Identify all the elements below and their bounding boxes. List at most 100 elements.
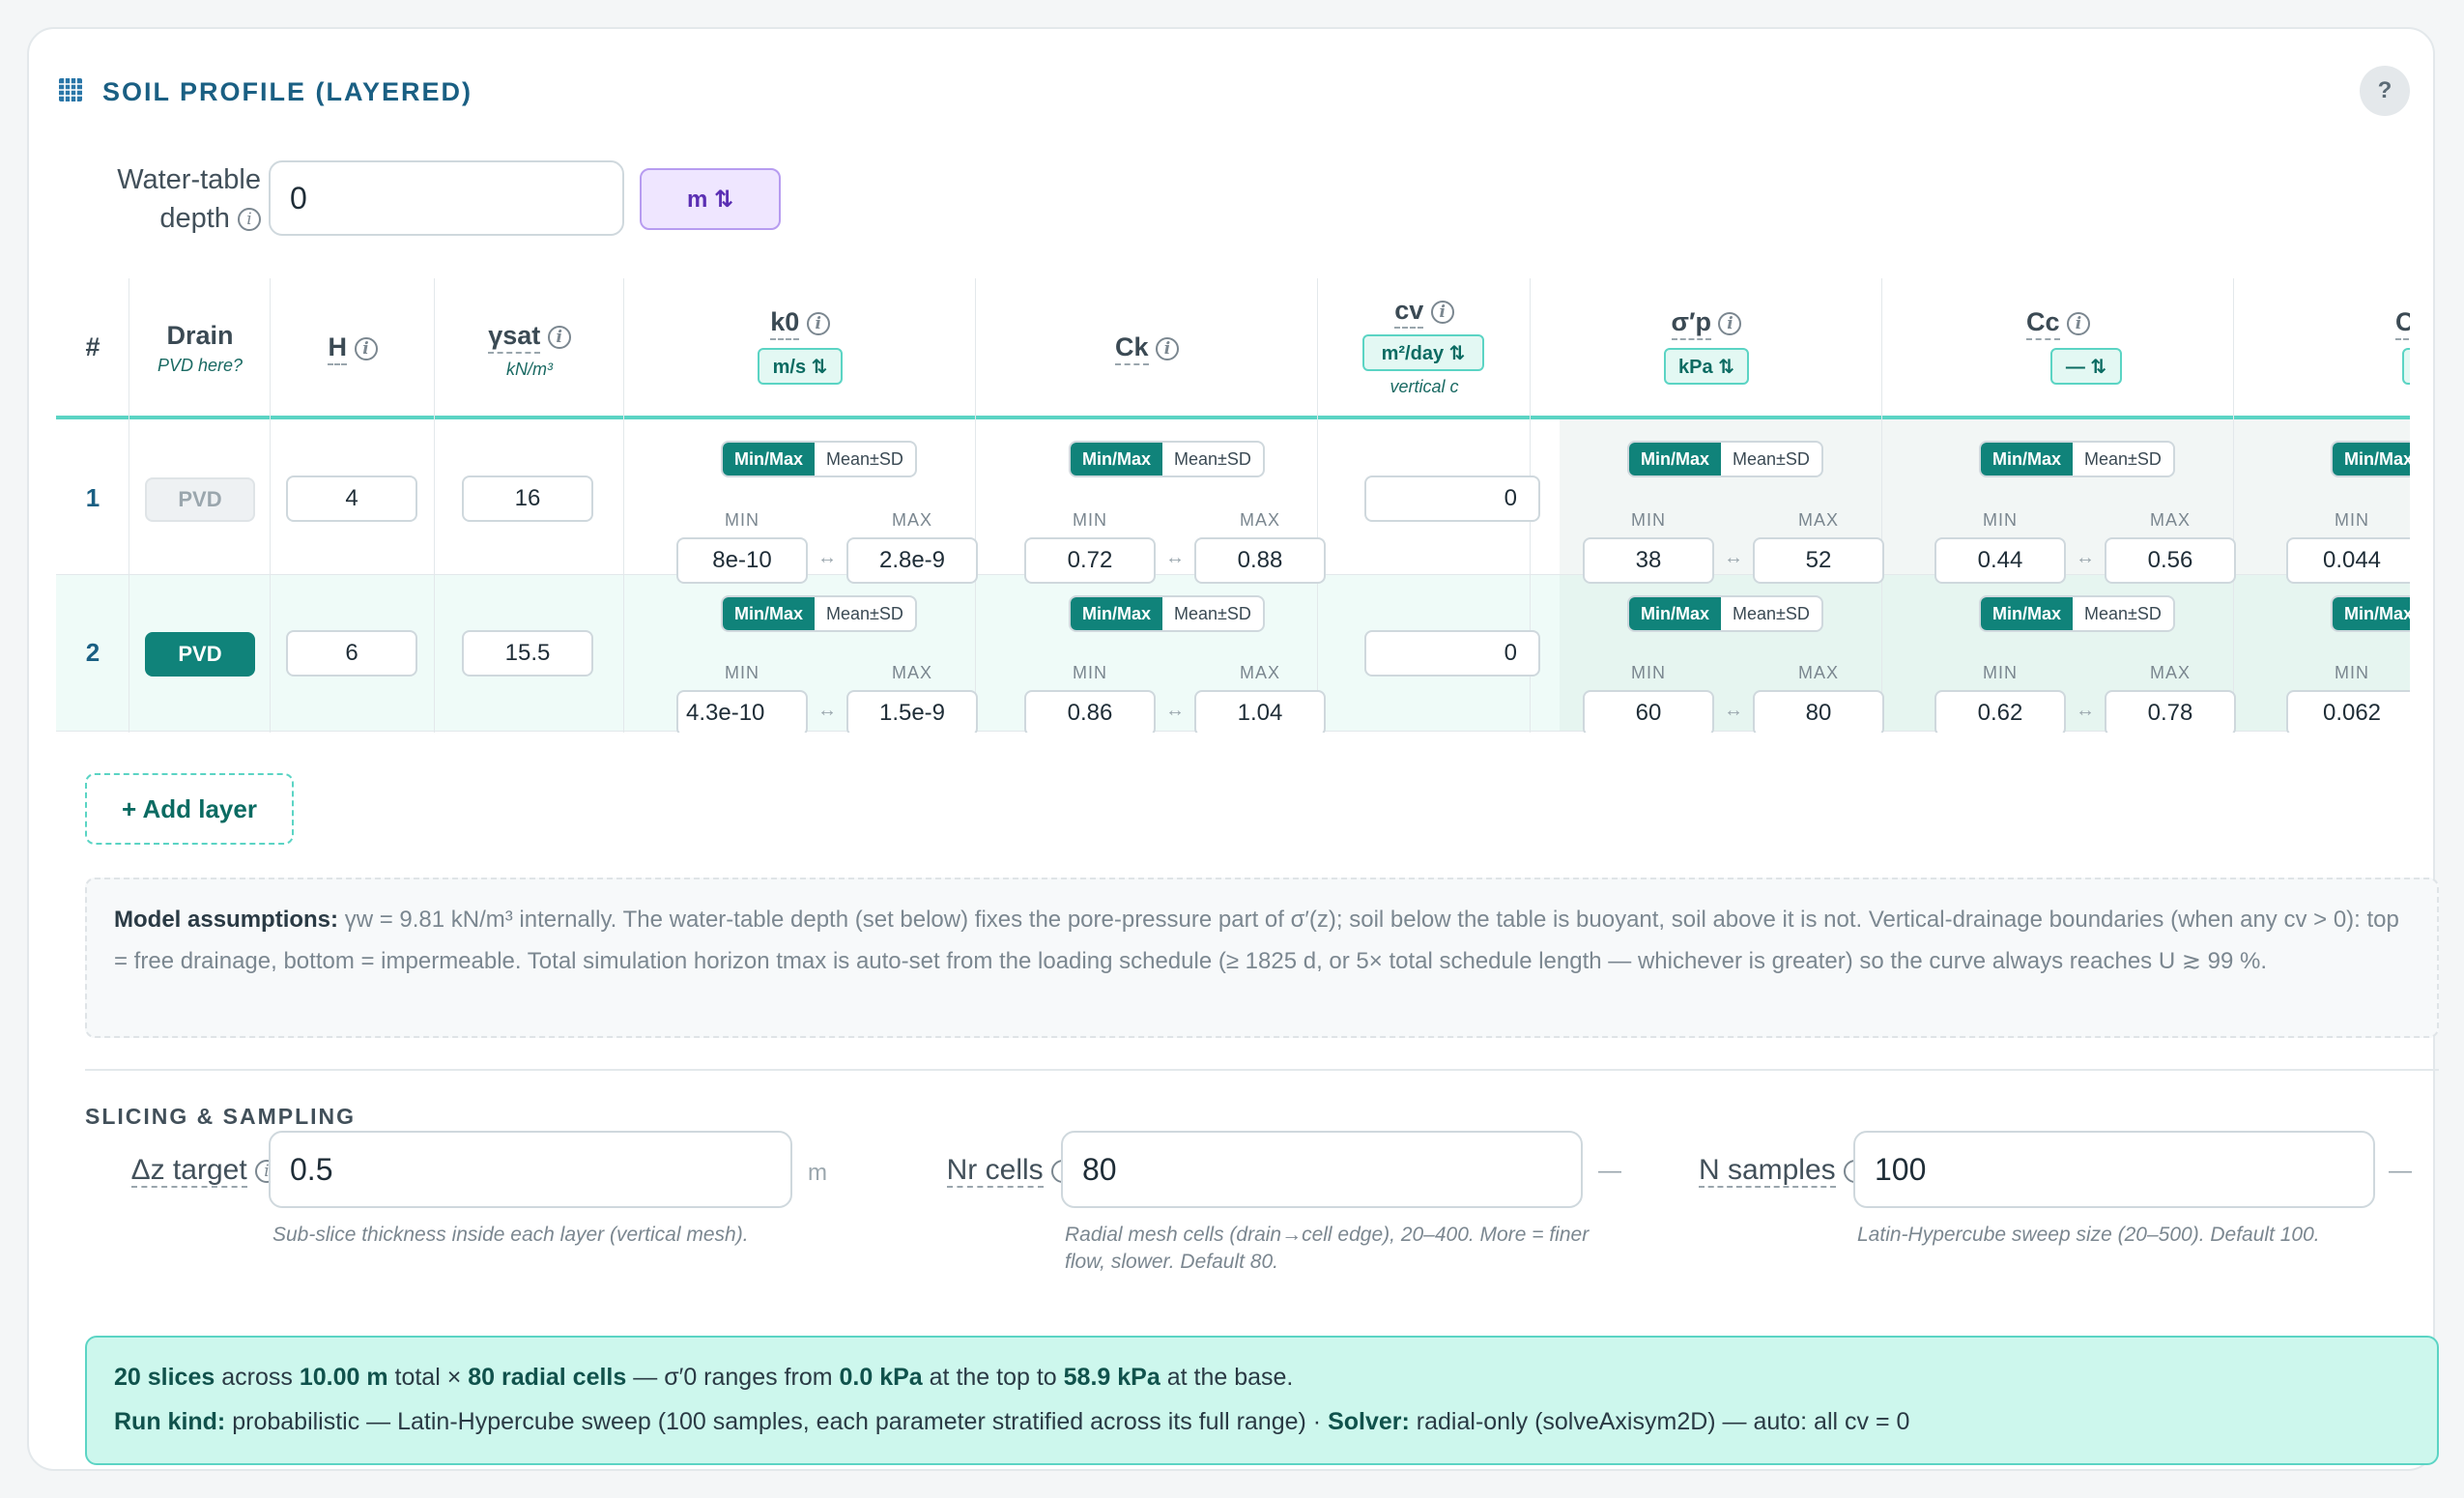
row-1-cv-input[interactable]: 0	[1364, 475, 1540, 522]
sigp-unit-toggle[interactable]: kPa ⇅	[1664, 348, 1749, 385]
info-icon[interactable]: i	[1430, 300, 1454, 324]
row-2-ck-max-input[interactable]: 1.04	[1194, 690, 1326, 733]
meansd-tab[interactable]: Mean±SD	[826, 603, 903, 623]
meansd-tab[interactable]: Mean±SD	[826, 448, 903, 469]
dz-label: Δz target i	[95, 1154, 278, 1188]
row-2-sigp-min-input[interactable]: 60	[1583, 690, 1714, 733]
col-gamma	[435, 278, 624, 733]
row-2-cr-min-input[interactable]: 0.062	[2286, 690, 2410, 733]
range-arrow-icon: ↔	[817, 700, 837, 721]
water-table-unit-toggle[interactable]: m ⇅	[640, 168, 781, 230]
range-arrow-icon: ↔	[2076, 547, 2095, 568]
row-2-cc-max-input[interactable]: 0.78	[2105, 690, 2236, 733]
col-header-cr: Cr	[2234, 307, 2410, 340]
row-1-sigp-min-input[interactable]: 38	[1583, 537, 1714, 584]
min-label: MIN	[1983, 510, 2018, 530]
k0-unit-toggle[interactable]: m/s ⇅	[758, 348, 843, 385]
max-label: MAX	[2149, 510, 2191, 530]
row-1-k0-max-input[interactable]: 2.8e-9	[846, 537, 978, 584]
info-icon[interactable]: i	[1156, 336, 1180, 360]
row-1-cr-mode: Min/Max Mean±SD	[2331, 441, 2410, 477]
info-icon[interactable]: i	[2067, 311, 2091, 335]
row-1-k0-min-input[interactable]: 8e-10	[676, 537, 808, 584]
row-1-pvd-toggle[interactable]: PVD	[145, 477, 255, 522]
nr-help: Radial mesh cells (drain→cell edge), 20–…	[1065, 1224, 1590, 1273]
row-2-k0-min-input[interactable]: 4.3e-10	[676, 690, 808, 733]
ns-input[interactable]: 100	[1853, 1131, 2375, 1208]
meansd-tab[interactable]: Mean±SD	[2084, 603, 2162, 623]
range-arrow-icon: ↔	[1165, 700, 1185, 721]
info-icon[interactable]: i	[806, 311, 830, 335]
minmax-tab[interactable]: Min/Max	[1981, 597, 2074, 630]
summary-slices: 20 slices	[114, 1364, 215, 1391]
col-header-cc-label: Cc	[2025, 307, 2060, 340]
col-header-cv: cv i	[1318, 296, 1531, 329]
water-table-label-line1: Water-table	[117, 164, 261, 195]
col-header-cr-label: Cr	[2394, 307, 2410, 340]
minmax-tab[interactable]: Min/Max	[2333, 597, 2410, 630]
nr-label-text: Nr cells	[946, 1154, 1044, 1188]
info-icon[interactable]: i	[547, 325, 571, 349]
summary-line-1: 20 slices across 10.00 m total × 80 radi…	[114, 1355, 2410, 1399]
max-label: MAX	[1797, 663, 1839, 682]
ns-help: Latin-Hypercube sweep size (20–500). Def…	[1857, 1224, 2320, 1246]
meansd-tab[interactable]: Mean±SD	[1733, 448, 1810, 469]
row-1-sigp-max-input[interactable]: 52	[1753, 537, 1884, 584]
info-icon[interactable]: i	[354, 336, 378, 360]
row-1-cc-min-input[interactable]: 0.44	[1934, 537, 2066, 584]
row-1-ck-max-input[interactable]: 0.88	[1194, 537, 1326, 584]
info-icon[interactable]: i	[238, 208, 261, 232]
add-layer-button[interactable]: + Add layer	[85, 773, 294, 845]
row-2-pvd-toggle[interactable]: PVD	[145, 632, 255, 677]
dz-help: Sub-slice thickness inside each layer (v…	[272, 1224, 749, 1246]
help-button[interactable]: ?	[2360, 66, 2410, 116]
minmax-tab[interactable]: Min/Max	[2333, 443, 2410, 475]
summary-text: at the top to	[929, 1364, 1057, 1391]
cc-unit-toggle[interactable]: — ⇅	[2050, 348, 2122, 385]
cr-unit-toggle[interactable]: —	[2402, 348, 2410, 385]
info-icon[interactable]: i	[1718, 311, 1742, 335]
slicing-title: SLICING & SAMPLING	[85, 1104, 357, 1129]
row-1-ck-min-input[interactable]: 0.72	[1024, 537, 1156, 584]
assumptions-text: γw = 9.81 kN/m³ internally. The water-ta…	[114, 907, 2399, 974]
row-2-sigp-max-input[interactable]: 80	[1753, 690, 1884, 733]
row-2-cc-min-input[interactable]: 0.62	[1934, 690, 2066, 733]
minmax-tab[interactable]: Min/Max	[1629, 443, 1722, 475]
summary-line-2: Run kind: probabilistic — Latin-Hypercub…	[114, 1399, 2410, 1444]
col-drain	[129, 278, 271, 733]
min-label: MIN	[2335, 510, 2369, 530]
meansd-tab[interactable]: Mean±SD	[1733, 603, 1810, 623]
max-label: MAX	[2149, 663, 2191, 682]
meansd-tab[interactable]: Mean±SD	[1174, 603, 1251, 623]
row-1-h-input[interactable]: 4	[286, 475, 417, 522]
minmax-tab[interactable]: Min/Max	[1981, 443, 2074, 475]
range-arrow-icon: ↔	[817, 547, 837, 568]
col-header-h: H i	[271, 332, 435, 365]
nr-input[interactable]: 80	[1061, 1131, 1583, 1208]
row-2-cv-input[interactable]: 0	[1364, 630, 1540, 677]
row-2-gamma-input[interactable]: 15.5	[462, 630, 593, 677]
row-2-cr-mode: Min/Max Mean±SD	[2331, 595, 2410, 632]
minmax-tab[interactable]: Min/Max	[723, 597, 816, 630]
row-1-gamma-input[interactable]: 16	[462, 475, 593, 522]
minmax-tab[interactable]: Min/Max	[1071, 443, 1163, 475]
row-1-cc-max-input[interactable]: 0.56	[2105, 537, 2236, 584]
header-divider	[56, 416, 2410, 419]
water-table-input[interactable]: 0	[269, 160, 624, 236]
row-2-h-input[interactable]: 6	[286, 630, 417, 677]
minmax-tab[interactable]: Min/Max	[1071, 597, 1163, 630]
row-1-number: 1	[85, 483, 100, 512]
meansd-tab[interactable]: Mean±SD	[2084, 448, 2162, 469]
row-1-cr-min-input[interactable]: 0.044	[2286, 537, 2410, 584]
minmax-tab[interactable]: Min/Max	[1629, 597, 1722, 630]
cv-unit-toggle[interactable]: m²/day ⇅	[1362, 334, 1484, 371]
water-table-label-line2: depth	[159, 203, 230, 234]
row-2-ck-min-input[interactable]: 0.86	[1024, 690, 1156, 733]
minmax-tab[interactable]: Min/Max	[723, 443, 816, 475]
col-header-cv-sub: vertical c	[1390, 377, 1459, 396]
dz-input[interactable]: 0.5	[269, 1131, 792, 1208]
row-2-k0-max-input[interactable]: 1.5e-9	[846, 690, 978, 733]
col-k0	[624, 278, 976, 733]
meansd-tab[interactable]: Mean±SD	[1174, 448, 1251, 469]
summary-text: total ×	[394, 1364, 462, 1391]
